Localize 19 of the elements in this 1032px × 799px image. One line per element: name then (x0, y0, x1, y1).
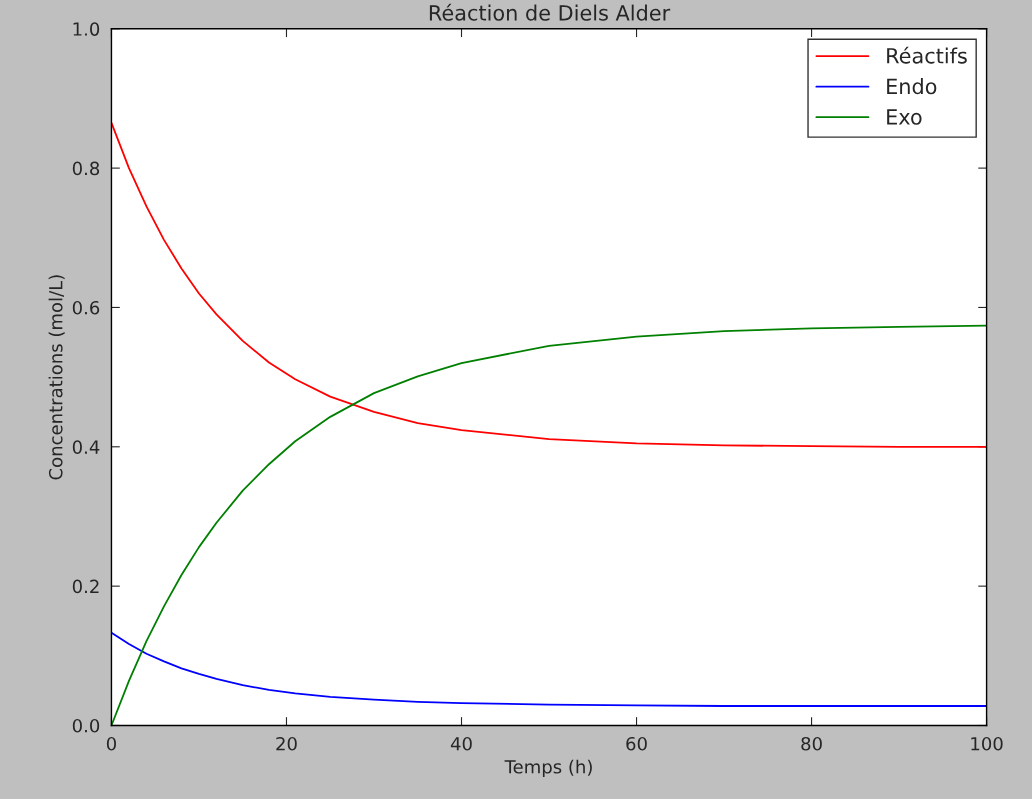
y-tick-label: 0.2 (72, 579, 99, 594)
y-tick-label: 1.0 (73, 22, 100, 36)
y-tick-label: 0.0 (72, 718, 100, 733)
legend-label: Réactifs (887, 46, 967, 64)
chart-title: Réaction de Diels Alder (429, 3, 671, 21)
legend-label: Exo (887, 109, 922, 125)
legend-label: Endo (887, 78, 937, 95)
y-tick-label: 0.4 (72, 440, 100, 454)
y-tick-label: 0.8 (72, 161, 100, 176)
line-series (111, 631, 987, 707)
x-tick-label: 80 (801, 736, 822, 751)
x-tick-label: 100 (971, 736, 1003, 751)
x-tick-label: 60 (626, 736, 647, 751)
x-tick-label: 20 (276, 736, 297, 751)
y-axis-title: Concentrations (mol/L) (48, 275, 65, 480)
y-tick-label: 0.6 (72, 300, 100, 315)
x-tick-label: 0 (106, 736, 116, 751)
x-axis-title: Temps (h) (504, 759, 592, 778)
x-tick-label: 40 (450, 736, 472, 751)
